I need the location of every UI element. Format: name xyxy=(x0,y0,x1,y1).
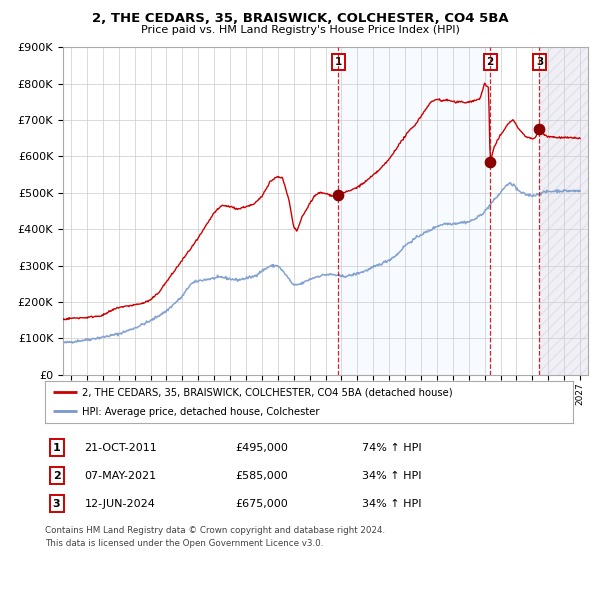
Text: 34% ↑ HPI: 34% ↑ HPI xyxy=(362,471,421,480)
Text: 1: 1 xyxy=(335,57,342,67)
Text: 3: 3 xyxy=(53,499,61,509)
Text: This data is licensed under the Open Government Licence v3.0.: This data is licensed under the Open Gov… xyxy=(45,539,323,548)
Text: 2, THE CEDARS, 35, BRAISWICK, COLCHESTER, CO4 5BA (detached house): 2, THE CEDARS, 35, BRAISWICK, COLCHESTER… xyxy=(82,388,452,398)
Text: HPI: Average price, detached house, Colchester: HPI: Average price, detached house, Colc… xyxy=(82,407,319,417)
Point xyxy=(485,157,495,166)
Bar xyxy=(539,47,600,375)
Text: 2: 2 xyxy=(487,57,494,67)
Text: £495,000: £495,000 xyxy=(235,442,288,453)
Text: £675,000: £675,000 xyxy=(235,499,288,509)
Text: 21-OCT-2011: 21-OCT-2011 xyxy=(85,442,157,453)
Bar xyxy=(338,47,490,375)
Text: 34% ↑ HPI: 34% ↑ HPI xyxy=(362,499,421,509)
Text: 74% ↑ HPI: 74% ↑ HPI xyxy=(362,442,421,453)
Text: 2, THE CEDARS, 35, BRAISWICK, COLCHESTER, CO4 5BA: 2, THE CEDARS, 35, BRAISWICK, COLCHESTER… xyxy=(92,12,508,25)
Text: 2: 2 xyxy=(53,471,61,480)
Point xyxy=(535,124,544,134)
Text: 1: 1 xyxy=(53,442,61,453)
Text: 07-MAY-2021: 07-MAY-2021 xyxy=(85,471,157,480)
Text: 3: 3 xyxy=(536,57,543,67)
Bar xyxy=(539,47,600,375)
Text: 12-JUN-2024: 12-JUN-2024 xyxy=(85,499,155,509)
Text: Price paid vs. HM Land Registry's House Price Index (HPI): Price paid vs. HM Land Registry's House … xyxy=(140,25,460,35)
Text: £585,000: £585,000 xyxy=(235,471,288,480)
Point xyxy=(334,190,343,199)
Text: Contains HM Land Registry data © Crown copyright and database right 2024.: Contains HM Land Registry data © Crown c… xyxy=(45,526,385,535)
